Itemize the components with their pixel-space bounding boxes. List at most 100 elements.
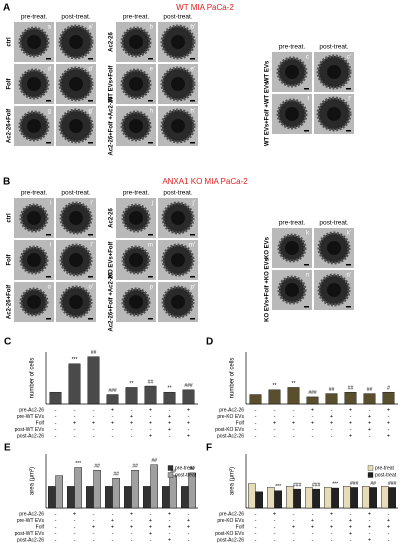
scale-bar (190, 142, 195, 144)
condition-sign: - (312, 537, 314, 543)
condition-sign: + (111, 407, 114, 413)
column-header: post-treat. (61, 14, 90, 21)
tile-letter: j (151, 201, 153, 207)
panel-label: D (206, 337, 213, 348)
condition-sign: - (131, 407, 133, 413)
condition-sign: - (169, 531, 171, 537)
condition-sign: - (74, 531, 76, 537)
condition-sign: - (150, 414, 152, 420)
spheroid-core (285, 65, 299, 79)
condition-sign: - (388, 427, 390, 433)
row-label: KO EVs+Folf (109, 241, 115, 279)
condition-sign: - (388, 537, 390, 543)
condition-sign: - (188, 537, 190, 543)
significance-label: ## (91, 350, 97, 356)
condition-sign: + (387, 518, 390, 524)
scale-bar (88, 276, 93, 278)
tile-letter: m' (189, 243, 195, 249)
condition-sign: - (112, 537, 114, 543)
scale-bar (190, 234, 195, 236)
condition-sign: + (349, 433, 352, 439)
condition-sign: - (350, 537, 352, 543)
condition-sign: + (187, 524, 190, 530)
bar (382, 391, 395, 405)
scale-bar (304, 130, 309, 132)
condition-sign: - (350, 414, 352, 420)
condition-sign: + (168, 511, 171, 517)
scale-bar (346, 306, 351, 308)
row-label: WT EVs+Folf (109, 65, 115, 103)
spheroid-core (327, 283, 341, 297)
tile-letter: k (306, 231, 310, 237)
bar (188, 472, 196, 509)
column-header: pre-treat. (123, 14, 150, 21)
condition-sign: - (388, 531, 390, 537)
condition-sign: - (112, 511, 114, 517)
condition-sign: - (369, 531, 371, 537)
spheroid-core (129, 253, 143, 267)
condition-sign: - (331, 433, 333, 439)
bar (249, 394, 262, 405)
significance-label: # (387, 386, 390, 392)
bar (181, 486, 189, 509)
bar (106, 394, 119, 405)
condition-sign: - (93, 433, 95, 439)
spheroid-core (27, 253, 41, 267)
column-header: pre-treat. (21, 14, 48, 21)
condition-sign: - (274, 427, 276, 433)
row-label: Folf (7, 78, 13, 90)
condition-sign: - (131, 518, 133, 524)
bar (286, 486, 294, 509)
condition-sign: + (92, 524, 95, 530)
bar (306, 396, 319, 405)
condition-sign: - (112, 414, 114, 420)
condition-sign: - (93, 518, 95, 524)
significance-label: ### (308, 390, 317, 396)
spheroid-core (129, 119, 143, 133)
spheroid-core (27, 35, 41, 49)
spheroid-core (171, 35, 185, 49)
tile-letter: o (48, 285, 52, 291)
condition-sign: + (168, 427, 171, 433)
significance-label: ### (350, 481, 359, 487)
row-label: KO EVs (265, 236, 271, 259)
condition-sign: + (387, 420, 390, 426)
condition-sign: + (349, 518, 352, 524)
condition-sign: - (255, 407, 257, 413)
condition-sign: - (93, 531, 95, 537)
scale-bar (190, 276, 195, 278)
significance-label: ## (148, 379, 154, 385)
condition-sign: + (149, 524, 152, 530)
legend-swatch (367, 465, 374, 471)
tile-letter: f' (348, 97, 351, 103)
significance-label: *** (275, 484, 281, 490)
tile-letter: h (150, 109, 153, 115)
tile-letter: o' (89, 285, 93, 291)
condition-sign: - (293, 414, 295, 420)
condition-sign: + (149, 531, 152, 537)
column-header: post-treat. (163, 190, 192, 197)
condition-sign: - (112, 531, 114, 537)
bar (363, 393, 376, 405)
condition-sign: + (273, 511, 276, 517)
tile-letter: i' (91, 201, 93, 207)
tile-letter: g' (89, 109, 93, 115)
bar (362, 486, 370, 509)
condition-sign: - (55, 518, 57, 524)
condition-sign: - (93, 427, 95, 433)
spheroid-core (171, 253, 185, 267)
condition-label: Folf (236, 524, 245, 530)
condition-sign: - (255, 420, 257, 426)
condition-sign: - (93, 537, 95, 543)
significance-label: ## (329, 387, 335, 393)
tile-letter: c' (347, 55, 351, 61)
condition-sign: + (111, 420, 114, 426)
significance-label: *** (75, 461, 81, 467)
spheroid-core (27, 77, 41, 91)
significance-label: *** (72, 357, 78, 363)
bar (293, 488, 301, 509)
condition-sign: + (130, 511, 133, 517)
condition-sign: - (293, 537, 295, 543)
significance-label: *** (332, 481, 338, 487)
condition-label: pre-WT EVs (17, 518, 45, 524)
